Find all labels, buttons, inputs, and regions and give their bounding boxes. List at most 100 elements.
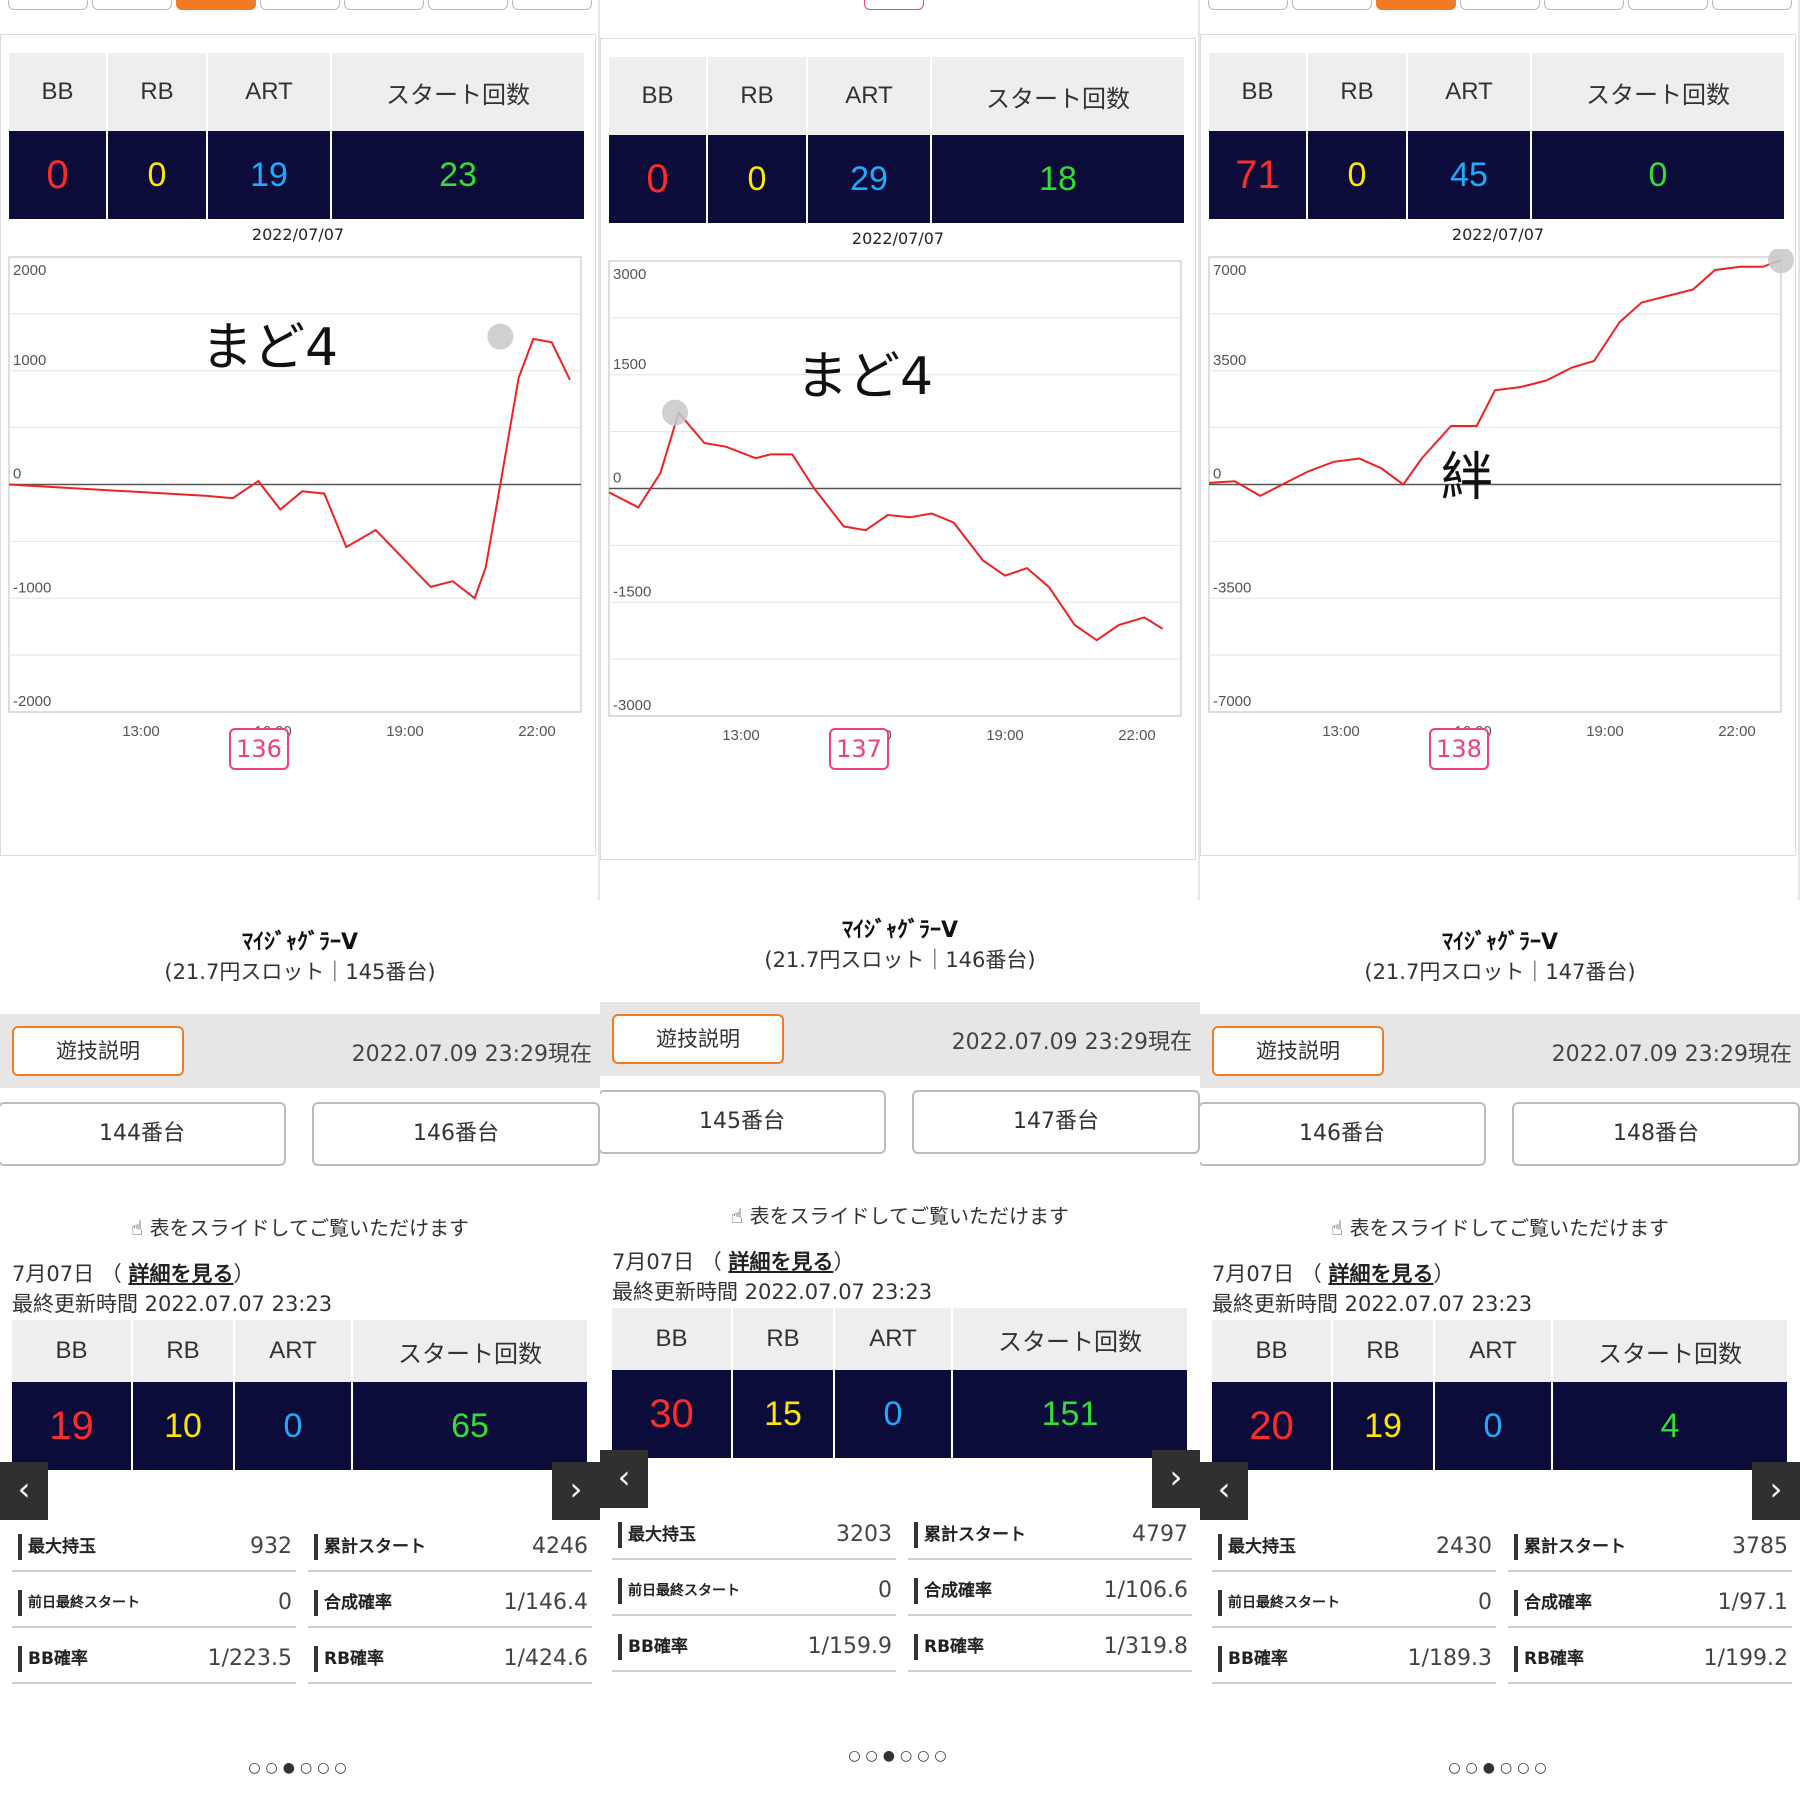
chart-date: 2022/07/07 <box>851 229 945 248</box>
hand-pointer-icon: ☝ <box>131 1216 150 1240</box>
page-indicator[interactable]: ○○●○○○ <box>1448 1760 1552 1776</box>
handwritten-note: 絆 <box>1441 448 1494 508</box>
detail-link[interactable]: 詳細を見る <box>128 1262 234 1286</box>
play-guide-button[interactable]: 遊技説明 <box>12 1026 184 1076</box>
date-tab[interactable] <box>1208 0 1288 10</box>
detail-cell: 合成確率 1/146.4 <box>308 1578 592 1628</box>
detail-value: 3785 <box>1732 1534 1788 1559</box>
detail-label: 前日最終スタート <box>18 1590 140 1616</box>
detail-label: BB確率 <box>1218 1646 1288 1672</box>
day-header-cell: スタート回数 <box>952 1308 1189 1370</box>
summary-rb-value: 0 <box>707 135 808 223</box>
summary-start-value: 18 <box>931 135 1186 223</box>
summary-header-cell: ART <box>807 57 932 135</box>
detail-label: 合成確率 <box>914 1578 992 1604</box>
detail-label: 前日最終スタート <box>1218 1590 1340 1616</box>
chart-end-marker <box>1768 249 1794 274</box>
machine-number-button[interactable]: 138 <box>1429 728 1489 770</box>
summary-header-cell: BB <box>9 53 108 131</box>
y-tick-label: 0 <box>1213 466 1221 483</box>
scroll-left-arrow[interactable]: ‹ <box>1200 1462 1248 1520</box>
last-updated: 最終更新時間 2022.07.07 23:23 <box>12 1292 333 1316</box>
date-tab[interactable] <box>512 0 592 10</box>
date-tab[interactable] <box>1460 0 1540 10</box>
scroll-left-arrow[interactable]: ‹ <box>0 1462 48 1520</box>
detail-value: 932 <box>250 1534 292 1559</box>
next-unit-button[interactable]: 148番台 <box>1512 1102 1800 1166</box>
detail-label: 合成確率 <box>1514 1590 1592 1616</box>
play-guide-button[interactable]: 遊技説明 <box>1212 1026 1384 1076</box>
panel-center: BB RB ART スタート回数 0 0 29 18 2022/07/07 3000 1500 0 -1… <box>600 0 1200 1800</box>
next-unit-button[interactable]: 146番台 <box>312 1102 600 1166</box>
y-tick-label: -3500 <box>1213 579 1251 596</box>
next-unit-button[interactable]: 147番台 <box>912 1090 1200 1154</box>
y-tick-label: 1000 <box>13 352 46 369</box>
tab-strip <box>1200 0 1800 12</box>
date-tab[interactable] <box>1292 0 1372 10</box>
panel-right: BB RB ART スタート回数 71 0 45 0 2022/07/07 7000 3500 0 -3… <box>1200 0 1800 1800</box>
summary-card: BB RB ART スタート回数 0 0 29 18 2022/07/07 3000 1500 0 -1… <box>600 38 1196 860</box>
prev-unit-button[interactable]: 145番台 <box>600 1090 886 1154</box>
date-tab[interactable] <box>428 0 508 10</box>
date-tab[interactable] <box>260 0 340 10</box>
machine-tab[interactable] <box>864 0 924 10</box>
play-guide-button[interactable]: 遊技説明 <box>612 1014 784 1064</box>
date-tab[interactable] <box>176 0 256 10</box>
detail-value: 1/106.6 <box>1103 1578 1188 1603</box>
day-bb-value: 30 <box>612 1370 733 1458</box>
prev-unit-button[interactable]: 144番台 <box>0 1102 286 1166</box>
scroll-right-arrow[interactable]: › <box>552 1462 600 1520</box>
day-bb-value: 20 <box>1212 1382 1333 1470</box>
date-tab[interactable] <box>8 0 88 10</box>
summary-art-value: 45 <box>1407 131 1532 219</box>
day-bb-value: 19 <box>12 1382 133 1470</box>
detail-value: 1/159.9 <box>807 1634 892 1659</box>
scroll-left-arrow[interactable]: ‹ <box>600 1450 648 1508</box>
day-header-cell: スタート回数 <box>1552 1320 1789 1382</box>
y-tick-label: 2000 <box>13 262 46 279</box>
detail-link[interactable]: 詳細を見る <box>1328 1262 1434 1286</box>
slide-hint: ☝ 表をスライドしてご覧いただけます <box>600 1200 1200 1229</box>
profit-line <box>8 337 571 600</box>
day-header-cell: BB <box>12 1320 133 1382</box>
tab-strip <box>0 0 600 12</box>
current-timestamp: 2022.07.09 23:29現在 <box>1551 1042 1792 1067</box>
paren-close: ） <box>833 1250 855 1274</box>
chart-end-marker <box>662 399 688 426</box>
slide-hint-text: 表をスライドしてご覧いただけます <box>149 1216 469 1240</box>
day-line: 7月07日 （ 詳細を見る） <box>1212 1258 1454 1288</box>
summary-bb-value: 71 <box>1209 131 1308 219</box>
detail-cell: 合成確率 1/106.6 <box>908 1566 1192 1616</box>
x-tick-label: 13:00 <box>1322 723 1360 740</box>
page-indicator[interactable]: ○○●○○○ <box>848 1748 952 1764</box>
panel-divider <box>1198 0 1200 900</box>
detail-cell: RB確率 1/424.6 <box>308 1634 592 1684</box>
date-tab[interactable] <box>1376 0 1456 10</box>
day-start-value: 4 <box>1552 1382 1789 1470</box>
date-tab[interactable] <box>1628 0 1708 10</box>
detail-label: 合成確率 <box>314 1590 392 1616</box>
day-stats-table: BB RB ART スタート回数 20 19 0 4 <box>1212 1320 1789 1470</box>
detail-label: 累計スタート <box>914 1522 1026 1548</box>
y-tick-label: 0 <box>613 470 621 487</box>
detail-value: 1/424.6 <box>503 1646 588 1671</box>
summary-table: BB RB ART スタート回数 71 0 45 0 <box>1209 53 1786 219</box>
summary-header-cell: スタート回数 <box>931 57 1186 135</box>
hand-pointer-icon: ☝ <box>731 1204 750 1228</box>
date-tab[interactable] <box>92 0 172 10</box>
date-tab[interactable] <box>1544 0 1624 10</box>
machine-number-button[interactable]: 137 <box>829 728 889 770</box>
detail-link[interactable]: 詳細を見る <box>728 1250 834 1274</box>
detail-label: RB確率 <box>914 1634 984 1660</box>
date-tab[interactable] <box>344 0 424 10</box>
date-tab[interactable] <box>1712 0 1792 10</box>
prev-unit-button[interactable]: 146番台 <box>1200 1102 1486 1166</box>
page-indicator[interactable]: ○○●○○○ <box>248 1760 352 1776</box>
day-header-cell: ART <box>234 1320 353 1382</box>
detail-row: BB確率 1/223.5 RB確率 1/424.6 <box>12 1634 592 1688</box>
machine-number-button[interactable]: 136 <box>229 728 289 770</box>
detail-value: 1/189.3 <box>1407 1646 1492 1671</box>
scroll-right-arrow[interactable]: › <box>1752 1462 1800 1520</box>
scroll-right-arrow[interactable]: › <box>1152 1450 1200 1508</box>
